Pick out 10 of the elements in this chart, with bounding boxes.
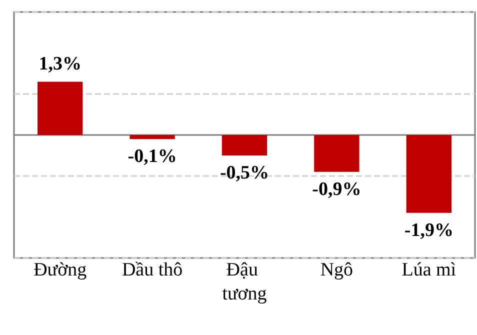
data-label: -0,1% <box>128 146 177 168</box>
x-tick-label: Ngô <box>320 260 354 280</box>
data-label: -1,9% <box>404 220 454 241</box>
x-tick-label: Dầu thô <box>122 260 183 280</box>
data-label: 1,3% <box>38 54 82 75</box>
data-label: -0,9% <box>312 178 362 200</box>
x-tick-label: Đường <box>34 260 88 280</box>
x-tick-label: Đậu tương <box>222 260 268 304</box>
x-tick-label: Lúa mì <box>402 260 456 280</box>
data-label: -0,5% <box>220 162 270 184</box>
